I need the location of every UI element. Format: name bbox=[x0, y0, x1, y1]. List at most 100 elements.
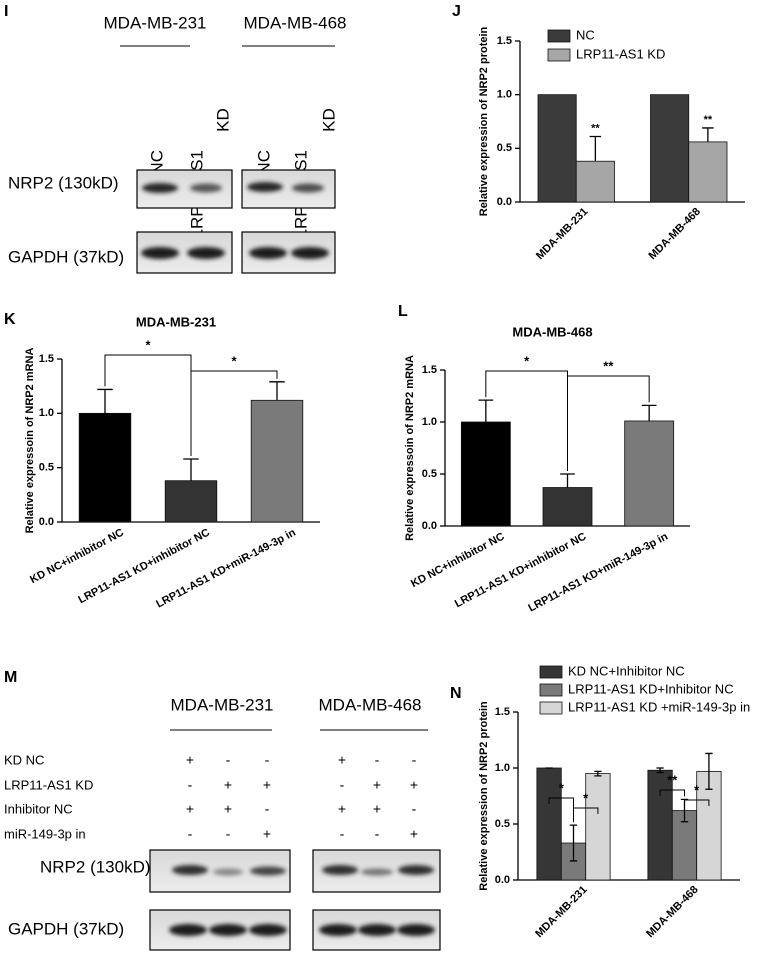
panel-letter: K bbox=[4, 311, 16, 328]
blot-band bbox=[213, 868, 243, 876]
error-bar bbox=[641, 404, 657, 421]
y-tick-label: 1.5 bbox=[497, 35, 512, 47]
significance-label: * bbox=[524, 353, 530, 368]
y-tick-label: 1.0 bbox=[495, 762, 510, 774]
y-tick-label: 0.0 bbox=[39, 516, 54, 528]
bar bbox=[460, 421, 511, 527]
blot-band bbox=[247, 182, 283, 192]
blot-band bbox=[292, 183, 324, 193]
blot-band bbox=[291, 247, 329, 259]
blot-band bbox=[358, 924, 396, 936]
condition-sign: - bbox=[412, 752, 417, 768]
bar bbox=[536, 767, 562, 881]
legend-label: LRP11-AS1 KD bbox=[576, 46, 665, 61]
condition-sign: - bbox=[226, 752, 231, 768]
y-axis-label: Relative expressoin of NRP2 mRNA bbox=[24, 348, 36, 534]
significance-label: ** bbox=[704, 114, 713, 126]
y-tick-label: 1.0 bbox=[422, 416, 437, 428]
y-tick-label: 1.5 bbox=[495, 706, 510, 718]
condition-label: Inhibitor NC bbox=[4, 801, 73, 816]
error-bar bbox=[589, 135, 602, 162]
y-tick-label: 0.5 bbox=[39, 462, 54, 474]
y-axis-label: Relative expressoin of NRP2 mRNA bbox=[404, 355, 416, 541]
blot-band bbox=[397, 924, 435, 936]
blot-band bbox=[141, 247, 179, 259]
error-bar bbox=[478, 399, 494, 422]
condition-sign: - bbox=[340, 777, 345, 793]
significance-bracket bbox=[659, 789, 685, 797]
lane-label: KD bbox=[319, 108, 338, 132]
x-tick-label: MDA-MB-231 bbox=[533, 884, 589, 940]
cell-line-label: MDA-MB-231 bbox=[104, 13, 207, 32]
condition-sign: + bbox=[338, 801, 346, 817]
condition-sign: + bbox=[263, 826, 271, 842]
condition-sign: + bbox=[263, 777, 271, 793]
bar bbox=[164, 480, 218, 523]
blot-band bbox=[322, 865, 358, 875]
y-tick-label: 0.5 bbox=[422, 468, 437, 480]
y-tick-label: 1.5 bbox=[39, 353, 54, 365]
y-tick-label: 0.0 bbox=[495, 874, 510, 886]
significance-label: ** bbox=[667, 772, 678, 787]
significance-bracket bbox=[567, 375, 650, 471]
legend-label: LRP11-AS1 KD +miR-149-3p in bbox=[568, 699, 750, 714]
bar bbox=[542, 487, 593, 527]
legend-label: LRP11-AS1 KD+Inhibitor NC bbox=[568, 681, 734, 696]
condition-sign: - bbox=[265, 752, 270, 768]
y-tick-label: 1.0 bbox=[39, 407, 54, 419]
panel-letter: J bbox=[452, 3, 461, 20]
condition-sign: - bbox=[340, 826, 345, 842]
legend-swatch bbox=[547, 29, 571, 43]
cell-line-label: MDA-MB-468 bbox=[319, 695, 422, 714]
protein-label: NRP2 (130kD) bbox=[8, 173, 119, 192]
significance-label: * bbox=[559, 780, 565, 795]
condition-sign: + bbox=[373, 777, 381, 793]
blot-band bbox=[187, 247, 225, 259]
legend-swatch bbox=[539, 665, 563, 679]
significance-label: ** bbox=[591, 122, 600, 134]
blot-panel: MDA-MB-231 MDA-MB-468 KD NC + - - + - - LRP11-AS1… bbox=[4, 695, 421, 938]
blot-band bbox=[249, 924, 287, 936]
x-tick-label: MDA-MB-468 bbox=[646, 206, 702, 262]
significance-label: * bbox=[231, 353, 237, 368]
bar bbox=[624, 420, 675, 527]
lane-label: NC bbox=[147, 150, 166, 175]
blot-band bbox=[172, 865, 208, 875]
y-tick-label: 0.5 bbox=[497, 142, 512, 154]
y-tick-label: 1.0 bbox=[497, 89, 512, 101]
error-bar bbox=[97, 388, 113, 414]
condition-sign: + bbox=[410, 777, 418, 793]
condition-sign: + bbox=[410, 826, 418, 842]
blot-band bbox=[169, 924, 207, 936]
error-bar bbox=[656, 767, 664, 774]
panel-letter: M bbox=[4, 669, 17, 686]
lane-label: KD bbox=[213, 108, 232, 132]
chart-title: MDA-MB-468 bbox=[512, 324, 592, 339]
cell-line-label: MDA-MB-468 bbox=[244, 13, 347, 32]
error-bar bbox=[560, 473, 575, 488]
bar-chart: 0.0 0.5 1.0 1.5 Relative expressoin of NRP2 … bbox=[404, 324, 690, 615]
blot-panel: MDA-MB-231MDA-MB-468NCLRP11-AS1KDNCLRP11… bbox=[8, 13, 346, 266]
significance-label: * bbox=[145, 337, 151, 352]
blot-band bbox=[250, 866, 286, 876]
condition-sign: - bbox=[375, 752, 380, 768]
condition-sign: + bbox=[373, 801, 381, 817]
condition-sign: + bbox=[186, 752, 194, 768]
blot-band bbox=[398, 865, 434, 875]
x-tick-label: LRP11-AS1 KD+inhibitor NC bbox=[453, 531, 588, 611]
blot-band bbox=[249, 247, 287, 259]
bar bbox=[688, 141, 728, 203]
significance-bracket bbox=[190, 370, 278, 456]
condition-sign: - bbox=[412, 801, 417, 817]
bar bbox=[575, 160, 615, 203]
bar bbox=[585, 773, 611, 881]
condition-sign: + bbox=[224, 777, 232, 793]
panel-letter: I bbox=[4, 3, 8, 20]
condition-label: LRP11-AS1 KD bbox=[4, 777, 93, 792]
legend-swatch bbox=[547, 48, 571, 62]
error-bar bbox=[183, 458, 199, 481]
condition-sign: - bbox=[188, 826, 193, 842]
blot-band bbox=[190, 183, 222, 193]
x-tick-label: MDA-MB-468 bbox=[644, 884, 700, 940]
